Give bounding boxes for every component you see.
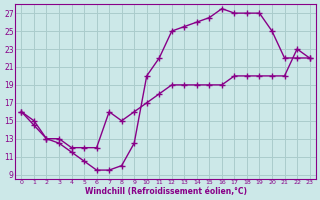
X-axis label: Windchill (Refroidissement éolien,°C): Windchill (Refroidissement éolien,°C)	[84, 187, 246, 196]
